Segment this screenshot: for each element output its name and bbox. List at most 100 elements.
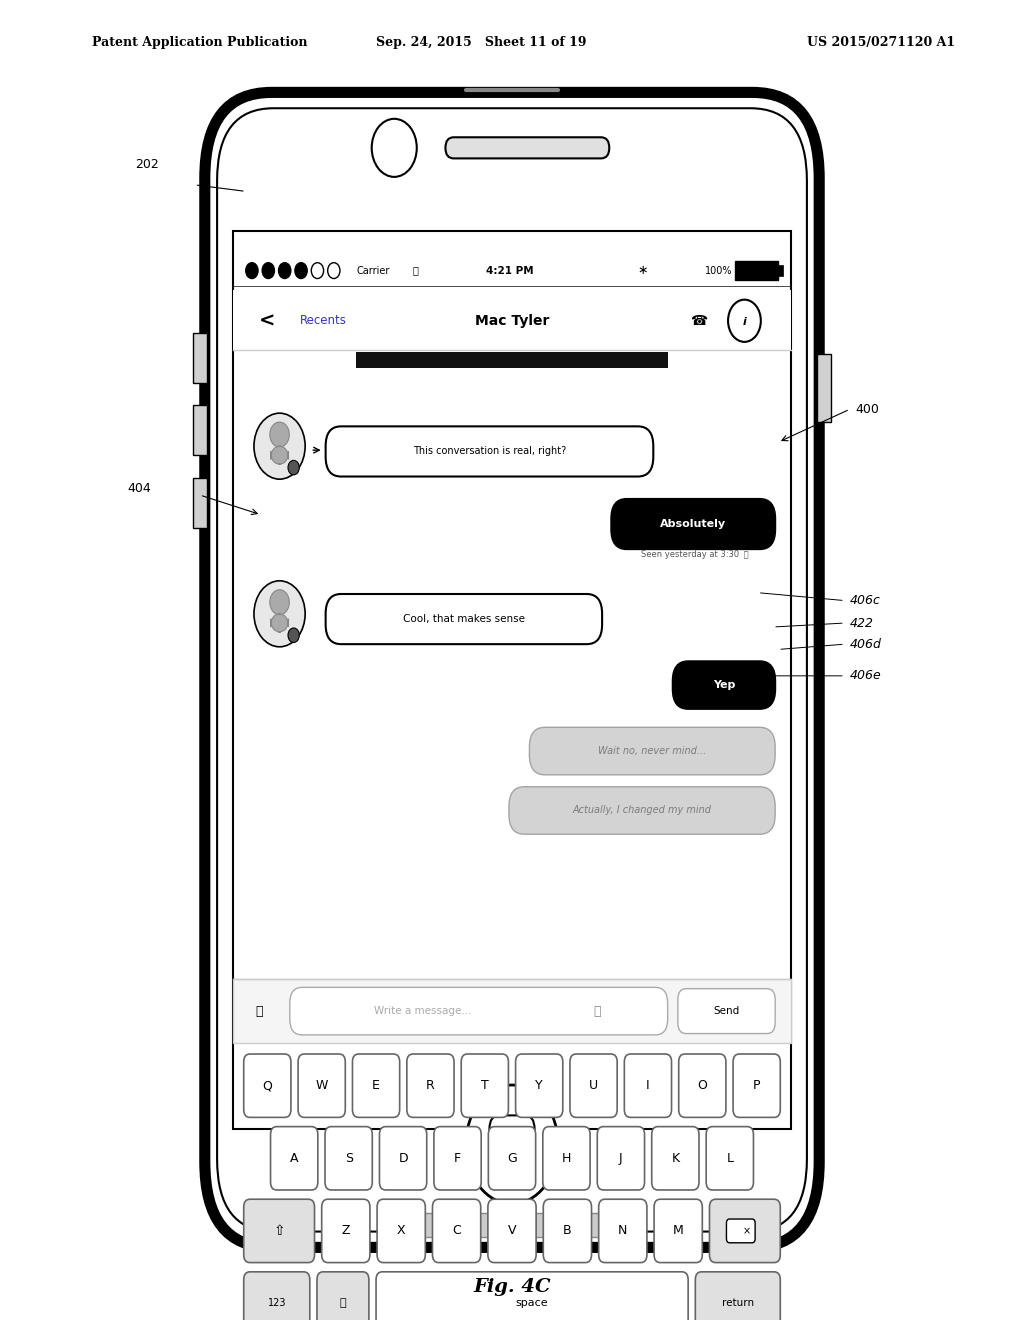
Text: US 2015/0271120 A1: US 2015/0271120 A1 [807,36,954,49]
Bar [193,405,207,455]
FancyBboxPatch shape [509,787,775,834]
Text: 📎: 📎 [255,1005,263,1018]
Circle shape [311,263,324,279]
Text: 406d: 406d [850,638,882,651]
Circle shape [262,263,274,279]
FancyBboxPatch shape [377,1199,425,1262]
Text: M: M [673,1225,684,1237]
FancyBboxPatch shape [244,1053,291,1117]
Text: R: R [426,1080,435,1092]
Text: I: I [646,1080,650,1092]
Text: K: K [672,1152,680,1164]
FancyBboxPatch shape [487,1199,537,1262]
Circle shape [466,1085,558,1204]
FancyBboxPatch shape [205,92,819,1247]
FancyBboxPatch shape [489,1115,535,1173]
Text: W: W [315,1080,328,1092]
Text: Recents: Recents [300,314,347,327]
Text: C: C [453,1225,461,1237]
Bar [193,333,207,383]
Bar [233,979,791,1043]
Text: Carrier: Carrier [356,265,390,276]
FancyBboxPatch shape [376,1272,688,1320]
Circle shape [254,581,305,647]
Text: Wait no, never mind...: Wait no, never mind... [598,746,707,756]
Circle shape [288,628,299,643]
FancyBboxPatch shape [270,446,289,465]
Text: J: J [620,1152,623,1164]
FancyBboxPatch shape [597,1126,644,1191]
Text: U: U [589,1080,598,1092]
Text: ⧖: ⧖ [741,550,749,558]
Text: P: P [753,1080,761,1092]
FancyBboxPatch shape [570,1053,617,1117]
FancyBboxPatch shape [290,987,668,1035]
Text: ∗: ∗ [638,264,648,277]
Text: S: S [345,1152,352,1164]
FancyBboxPatch shape [325,1126,373,1191]
FancyBboxPatch shape [733,1053,780,1117]
Circle shape [279,263,291,279]
Text: A: A [290,1152,298,1164]
Text: 422: 422 [850,616,873,630]
Bar [193,478,207,528]
Text: 🎤: 🎤 [340,1299,346,1308]
Circle shape [288,461,299,475]
Text: ×: × [742,1226,751,1236]
Circle shape [328,263,340,279]
FancyBboxPatch shape [244,1272,310,1320]
Text: Write a message...: Write a message... [374,1006,472,1016]
Text: L: L [726,1152,733,1164]
Text: i: i [742,317,746,327]
Text: H: H [562,1152,571,1164]
FancyBboxPatch shape [543,1126,590,1191]
Text: Send: Send [714,1006,739,1016]
FancyBboxPatch shape [516,1053,563,1117]
FancyBboxPatch shape [432,1199,480,1262]
Text: ☎: ☎ [690,314,707,327]
FancyBboxPatch shape [529,727,775,775]
Text: X: X [397,1225,406,1237]
FancyBboxPatch shape [654,1199,702,1262]
FancyBboxPatch shape [726,1220,755,1243]
Circle shape [270,422,290,447]
Circle shape [728,300,761,342]
FancyBboxPatch shape [317,1272,369,1320]
FancyBboxPatch shape [244,1199,314,1262]
Text: ⇧: ⇧ [273,1224,285,1238]
Bar [233,231,791,1129]
FancyBboxPatch shape [679,1053,726,1117]
FancyBboxPatch shape [434,1126,481,1191]
FancyBboxPatch shape [599,1199,647,1262]
FancyBboxPatch shape [326,594,602,644]
Text: V: V [508,1225,516,1237]
Text: Z: Z [342,1225,350,1237]
Bar [233,290,791,350]
Text: 100%: 100% [705,265,732,276]
FancyBboxPatch shape [673,661,775,709]
FancyBboxPatch shape [270,1126,317,1191]
Circle shape [246,263,258,279]
FancyBboxPatch shape [298,1053,345,1117]
FancyBboxPatch shape [445,137,609,158]
FancyBboxPatch shape [625,1053,672,1117]
FancyBboxPatch shape [217,108,807,1232]
FancyBboxPatch shape [326,426,653,477]
Bar [420,1213,604,1237]
FancyBboxPatch shape [695,1272,780,1320]
Text: Sep. 24, 2015   Sheet 11 of 19: Sep. 24, 2015 Sheet 11 of 19 [376,36,587,49]
FancyBboxPatch shape [407,1053,454,1117]
FancyBboxPatch shape [611,499,775,549]
Text: 404: 404 [128,482,152,495]
Text: Actually, I changed my mind: Actually, I changed my mind [572,805,712,816]
Text: 400: 400 [855,403,879,416]
Circle shape [270,590,290,615]
Text: Absolutely: Absolutely [660,519,726,529]
Text: Seen yesterday at 3:30: Seen yesterday at 3:30 [641,550,739,558]
Text: This conversation is real, right?: This conversation is real, right? [413,446,566,457]
Text: Mac Tyler: Mac Tyler [475,314,549,327]
Text: E: E [372,1080,380,1092]
Text: Yep: Yep [713,680,735,690]
Text: T: T [481,1080,488,1092]
FancyBboxPatch shape [461,1053,509,1117]
